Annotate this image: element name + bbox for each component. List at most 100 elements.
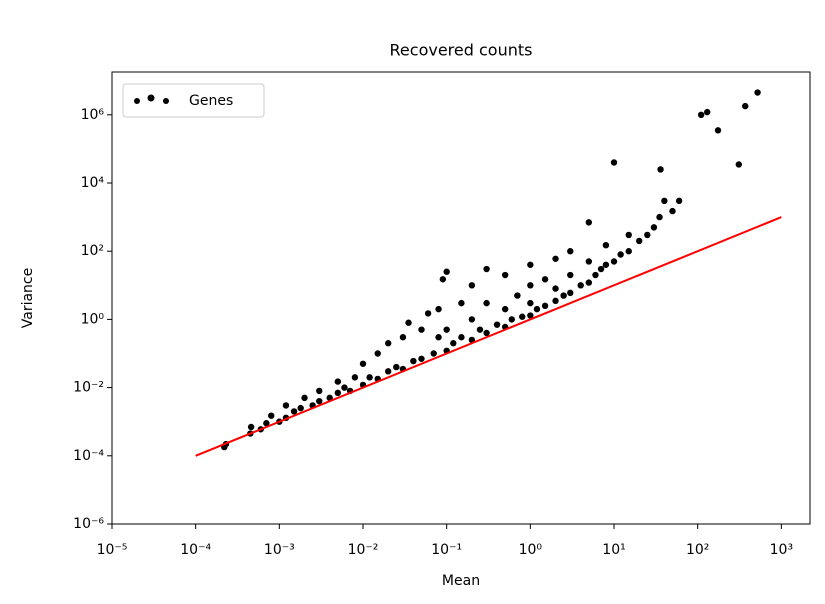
point [424, 310, 432, 317]
point [341, 384, 348, 391]
x-tick-label: 10¹ [602, 542, 625, 558]
point [366, 374, 373, 381]
y-tick-label: 10⁻⁴ [73, 448, 104, 464]
point [483, 329, 490, 337]
point [656, 213, 663, 221]
point [483, 299, 490, 307]
point [334, 378, 342, 385]
point [290, 408, 298, 415]
point [468, 282, 476, 289]
x-tick-label: 10⁻⁵ [97, 542, 128, 558]
point [617, 251, 624, 258]
point [435, 334, 442, 341]
point [552, 255, 559, 262]
point [334, 389, 342, 397]
point [468, 316, 476, 323]
point [282, 402, 290, 409]
point [533, 305, 541, 313]
point [458, 299, 465, 307]
point [483, 265, 490, 273]
point [443, 326, 450, 333]
point [567, 271, 574, 279]
y-tick-label: 10⁻² [73, 380, 104, 396]
point [625, 248, 632, 255]
x-tick-label: 10⁻⁴ [180, 542, 211, 558]
point [610, 258, 618, 265]
y-tick-label: 10⁰ [81, 311, 105, 327]
point [476, 326, 484, 333]
x-tick-label: 10⁻¹ [431, 542, 462, 558]
point [450, 340, 457, 347]
point [742, 102, 749, 110]
point [585, 279, 593, 286]
point [644, 231, 651, 239]
point [657, 166, 664, 173]
y-tick-label: 10⁻⁶ [73, 516, 104, 532]
point [754, 89, 761, 96]
point [560, 292, 567, 299]
point [410, 357, 417, 365]
point [439, 276, 447, 283]
point [435, 305, 442, 313]
point [443, 268, 450, 275]
point [577, 282, 584, 289]
plot-frame [111, 71, 811, 525]
point [602, 241, 610, 249]
point [263, 420, 270, 427]
legend-box [122, 83, 265, 118]
point [567, 289, 574, 297]
point [735, 161, 742, 168]
point [301, 394, 308, 402]
point [297, 404, 304, 412]
point [625, 231, 632, 239]
point [316, 387, 323, 395]
point [514, 292, 521, 299]
x-tick-label: 10² [686, 542, 709, 558]
point [384, 340, 392, 347]
point [527, 282, 534, 289]
x-axis-label: Mean [442, 573, 480, 589]
point [552, 297, 559, 305]
point [635, 237, 643, 245]
point [384, 368, 392, 375]
x-tick-label: 10³ [770, 542, 793, 558]
point [393, 363, 400, 371]
point [661, 197, 668, 205]
point [585, 258, 593, 265]
legend-marker [134, 98, 140, 104]
point [527, 312, 534, 319]
point [602, 261, 610, 268]
point [714, 127, 722, 134]
point [527, 299, 534, 307]
point [405, 319, 412, 326]
point [675, 197, 683, 205]
point [519, 313, 526, 320]
point [501, 271, 509, 279]
point [399, 334, 407, 341]
y-tick-label: 10² [81, 243, 104, 259]
point [351, 374, 359, 381]
point [418, 355, 425, 362]
point [592, 271, 599, 279]
point [610, 159, 618, 166]
y-axis-label: Variance [20, 268, 36, 328]
point [501, 305, 509, 313]
point [541, 276, 549, 283]
point [704, 108, 711, 116]
point [316, 397, 323, 405]
point [567, 248, 574, 255]
chart-title: Recovered counts [390, 41, 533, 60]
point [527, 261, 534, 268]
point [697, 111, 705, 119]
point [585, 219, 593, 226]
point [650, 224, 658, 231]
point [374, 350, 381, 357]
point [493, 321, 501, 328]
point [458, 334, 465, 341]
point [552, 285, 559, 292]
legend-marker [163, 98, 169, 104]
point [597, 265, 605, 273]
point [430, 350, 437, 357]
legend-label: Genes [189, 93, 233, 109]
